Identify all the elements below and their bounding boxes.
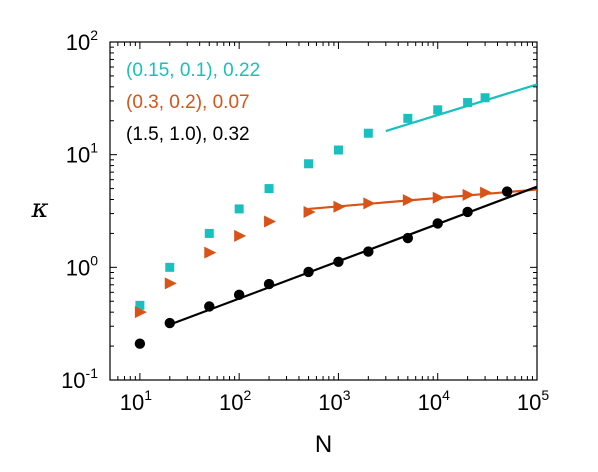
x-axis-label: N: [315, 431, 332, 458]
data-point-series-1: [333, 145, 343, 155]
data-point-series-1: [480, 93, 490, 103]
data-point-series-2: [402, 194, 415, 207]
fit-line-series-2: [308, 188, 537, 211]
data-point-series-3: [204, 301, 215, 312]
y-tick-label: 102: [66, 27, 98, 55]
legend-entry-3: (1.5, 1.0), 0.32: [126, 124, 250, 145]
legend: (0.15, 0.1), 0.22 (0.3, 0.2), 0.07 (1.5, 1…: [126, 60, 260, 145]
data-point-series-2: [234, 229, 247, 242]
data-point-series-1: [403, 113, 413, 123]
legend-entry-2: (0.3, 0.2), 0.07: [126, 92, 250, 113]
data-point-series-1: [433, 105, 443, 115]
x-tick-label: 105: [517, 387, 549, 415]
x-tick-label: 102: [219, 387, 251, 415]
data-point-series-3: [233, 289, 245, 301]
data-point-series-1: [204, 228, 214, 238]
x-axis-ticks: 101 102 103 104 105: [109, 42, 549, 415]
data-point-series-1: [264, 184, 274, 194]
data-point-series-3: [263, 278, 275, 290]
data-point-series-2: [462, 188, 475, 201]
data-point-series-2: [264, 215, 277, 228]
y-tick-label: 100: [66, 252, 98, 280]
data-point-series-1: [463, 98, 473, 108]
data-point-series-2: [333, 200, 346, 213]
y-axis-label: κ: [30, 194, 48, 224]
data-point-series-3: [333, 256, 344, 267]
data-point-series-1: [135, 300, 145, 310]
data-point-series-2: [363, 197, 376, 210]
legend-entry-1: (0.15, 0.1), 0.22: [126, 60, 260, 81]
x-tick-label: 103: [318, 387, 350, 415]
data-point-series-3: [363, 246, 374, 257]
fit-line-series-1: [385, 83, 537, 133]
data-point-series-1: [304, 159, 314, 169]
data-point-series-3: [462, 206, 473, 218]
data-markers: [134, 93, 513, 349]
fit-lines: [169, 83, 537, 326]
x-tick-label: 101: [120, 387, 152, 415]
data-point-series-3: [402, 232, 414, 244]
data-point-series-1: [363, 128, 373, 138]
y-tick-label: 10-1: [61, 365, 98, 393]
data-point-series-3: [303, 266, 314, 278]
data-point-series-2: [134, 306, 147, 319]
data-point-series-1: [234, 204, 244, 214]
y-tick-label: 101: [66, 140, 98, 168]
data-point-series-3: [432, 218, 443, 229]
data-point-series-2: [303, 205, 316, 218]
data-point-series-3: [134, 338, 146, 349]
y-axis-ticks: 10-1 100 101 102: [61, 27, 537, 393]
data-point-series-2: [204, 246, 217, 259]
data-point-series-2: [164, 277, 177, 290]
data-point-series-1: [165, 262, 175, 272]
fit-line-series-3: [169, 185, 537, 326]
data-point-series-3: [164, 317, 175, 329]
x-tick-label: 104: [418, 387, 450, 415]
data-point-series-2: [480, 186, 493, 199]
data-point-series-3: [501, 186, 513, 197]
data-point-series-2: [432, 191, 445, 204]
